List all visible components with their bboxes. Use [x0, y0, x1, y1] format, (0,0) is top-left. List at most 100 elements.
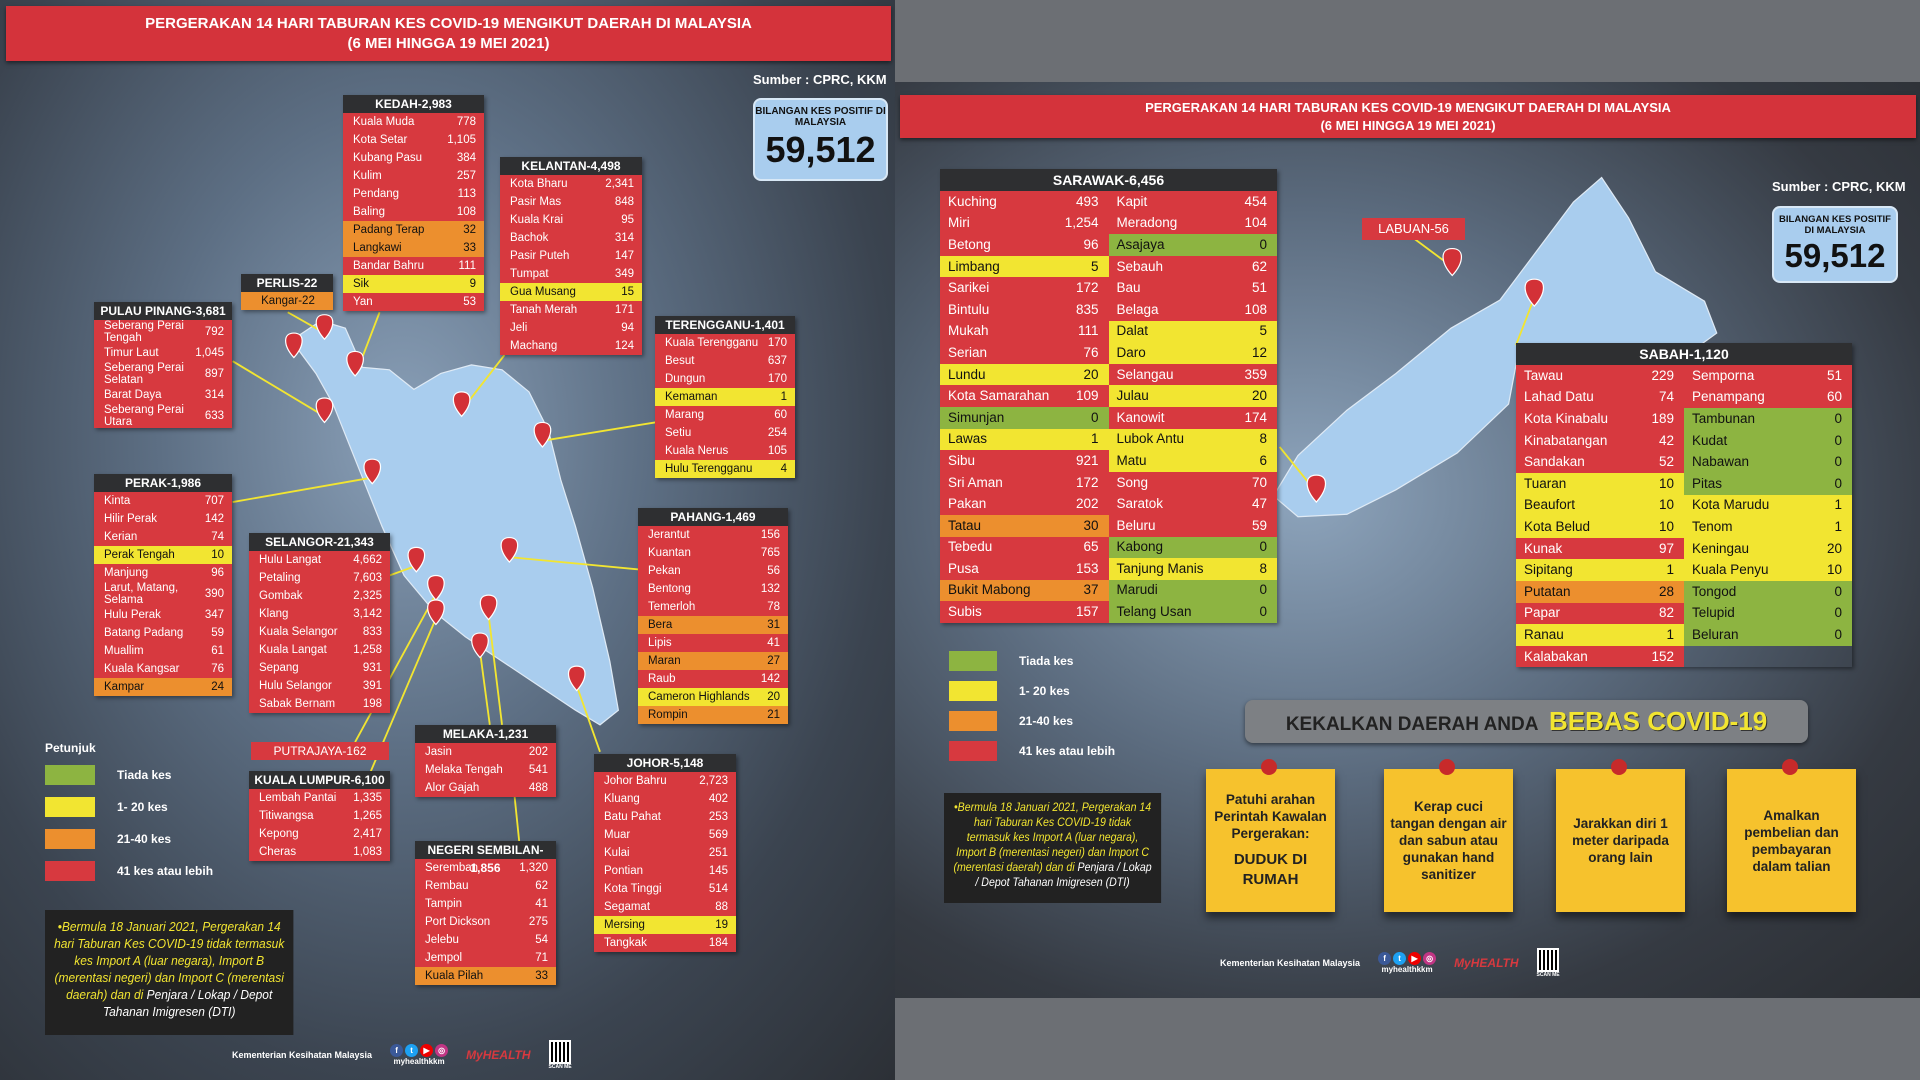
state-header: NEGERI SEMBILAN-1,856	[415, 841, 556, 875]
district-row: Batang Padang 59	[94, 624, 232, 642]
district-cases: 10	[1658, 518, 1674, 534]
district-row: Matu 6	[1108, 450, 1277, 472]
district-cases: 145	[708, 865, 728, 877]
district-cases: 142	[760, 673, 780, 685]
footnote-text: •Bermula 18 Januari 2021, Pergerakan 14 …	[953, 802, 1152, 874]
district-cases: 172	[1075, 280, 1099, 296]
district-name: Jelebu	[425, 934, 459, 946]
district-cases: 0	[1834, 626, 1842, 642]
district-name: Hulu Langat	[259, 554, 322, 566]
district-cases: 15	[621, 286, 634, 298]
district-row: Besut 637	[655, 352, 795, 370]
district-cases: 2,341	[605, 178, 634, 190]
legend-item: 1- 20 kes	[949, 681, 1115, 701]
district-cases: 61	[211, 645, 224, 657]
district-row: Hulu Perak 347	[94, 606, 232, 624]
district-column: Tawau 229 Lahad Datu 74 Kota Kinabalu 189 Kina…	[1516, 365, 1684, 668]
legend-label: Tiada kes	[1019, 654, 1074, 668]
footnote: •Bermula 18 Januari 2021, Pergerakan 14 …	[45, 910, 294, 1035]
district-cases: 0	[1259, 582, 1267, 598]
district-name: Tawau	[1524, 367, 1564, 383]
district-row: Selangau 359	[1108, 363, 1277, 386]
district-name: Kampar	[104, 681, 145, 693]
legend-label: 1- 20 kes	[1019, 684, 1070, 698]
district-cases: 1,105	[447, 134, 476, 146]
legend-item: Tiada kes	[949, 651, 1115, 671]
district-name: Kuala Langat	[259, 644, 327, 656]
district-cases: 76	[1083, 344, 1099, 360]
state-header: KELANTAN-4,498	[500, 157, 642, 175]
footer: Kementerian Kesihatan Malaysia f t ▶ ◎ myhea…	[1220, 948, 1560, 978]
district-name: Serian	[948, 344, 988, 360]
district-cases: 5	[1259, 323, 1267, 339]
total-cases-box: BILANGAN KES POSITIF DI MALAYSIA 59,512	[1772, 206, 1898, 283]
district-name: Lawas	[948, 431, 988, 447]
facebook-icon[interactable]: f	[390, 1044, 404, 1057]
district-cases: 541	[528, 764, 548, 776]
district-row: Kapit 454	[1108, 191, 1277, 213]
district-row: Lundu 20	[940, 363, 1109, 386]
district-name: Mersing	[604, 919, 645, 931]
twitter-icon[interactable]: t	[405, 1044, 419, 1057]
district-name: Bukit Mabong	[948, 582, 1031, 598]
facebook-icon[interactable]: f	[1378, 952, 1392, 965]
district-name: Muallim	[104, 645, 144, 657]
district-row: Sebauh 62	[1108, 255, 1277, 278]
district-cases: 514	[708, 883, 728, 895]
district-name: Lundu	[948, 366, 986, 382]
district-cases: 0	[1090, 409, 1099, 425]
district-name: Kinta	[104, 495, 131, 507]
district-row: Temerloh 78	[638, 598, 788, 616]
district-column: Kuching 493 Miri 1,254 Betong 96 Limbang 5 Sarik…	[940, 191, 1109, 623]
district-name: Kulim	[353, 170, 382, 182]
district-name: Sri Aman	[948, 474, 1003, 490]
district-row: Kulai 251	[594, 844, 736, 862]
district-row: Tanjung Manis 8	[1108, 558, 1277, 580]
state-table-perlis: PERLIS-22 Kangar-22	[241, 274, 333, 310]
district-row: Rompin 21	[638, 706, 788, 724]
district-name: Seberang Perai Selatan	[104, 362, 184, 386]
district-row: Tatau 30	[940, 514, 1109, 537]
district-row: Kuala Kangsar 76	[94, 660, 232, 678]
district-row: Segamat 88	[594, 898, 736, 916]
myhealth-logo: MyHEALTH	[466, 1048, 531, 1062]
district-name: Julau	[1116, 388, 1149, 404]
pushpin-icon	[1782, 759, 1798, 775]
district-row: Tebedu 65	[940, 536, 1109, 559]
district-name: Tatau	[948, 517, 982, 533]
youtube-icon[interactable]: ▶	[420, 1044, 434, 1057]
district-row: Johor Bahru 2,723	[594, 772, 736, 790]
district-cases: 10	[1658, 475, 1674, 491]
district-row: Bentong 132	[638, 580, 788, 598]
instagram-icon[interactable]: ◎	[1423, 952, 1437, 965]
qr-code: SCAN ME	[1536, 948, 1560, 978]
district-name: Subis	[948, 604, 982, 620]
twitter-icon[interactable]: t	[1393, 952, 1407, 965]
district-cases: 142	[204, 513, 224, 525]
district-row: Ranau 1	[1516, 624, 1684, 646]
district-cases: 314	[614, 232, 634, 244]
district-name: Saratok	[1116, 496, 1164, 512]
district-cases: 254	[767, 427, 787, 439]
district-cases: 897	[204, 368, 224, 380]
labuan-label: LABUAN-56	[1362, 218, 1465, 240]
district-cases: 60	[774, 409, 787, 421]
legend-title: Petunjuk	[45, 741, 96, 755]
district-cases: 0	[1259, 604, 1267, 620]
district-cases: 82	[1658, 605, 1674, 621]
district-name: Machang	[510, 340, 558, 352]
district-cases: 202	[528, 746, 548, 758]
legend-item: 21-40 kes	[45, 829, 213, 849]
district-name: Sepang	[259, 662, 299, 674]
district-cases: 152	[1651, 648, 1674, 664]
district-cases: 105	[767, 445, 787, 457]
legend-item: 41 kes atau lebih	[949, 741, 1115, 761]
district-row: Jeli 94	[500, 319, 642, 337]
district-name: Kota Setar	[353, 134, 408, 146]
district-row: Seremban 1,320	[415, 859, 556, 877]
instagram-icon[interactable]: ◎	[435, 1044, 449, 1057]
district-row: Melaka Tengah 541	[415, 761, 556, 779]
district-row: Bukit Mabong 37	[940, 579, 1109, 602]
youtube-icon[interactable]: ▶	[1408, 952, 1422, 965]
district-name: Yan	[353, 296, 373, 308]
